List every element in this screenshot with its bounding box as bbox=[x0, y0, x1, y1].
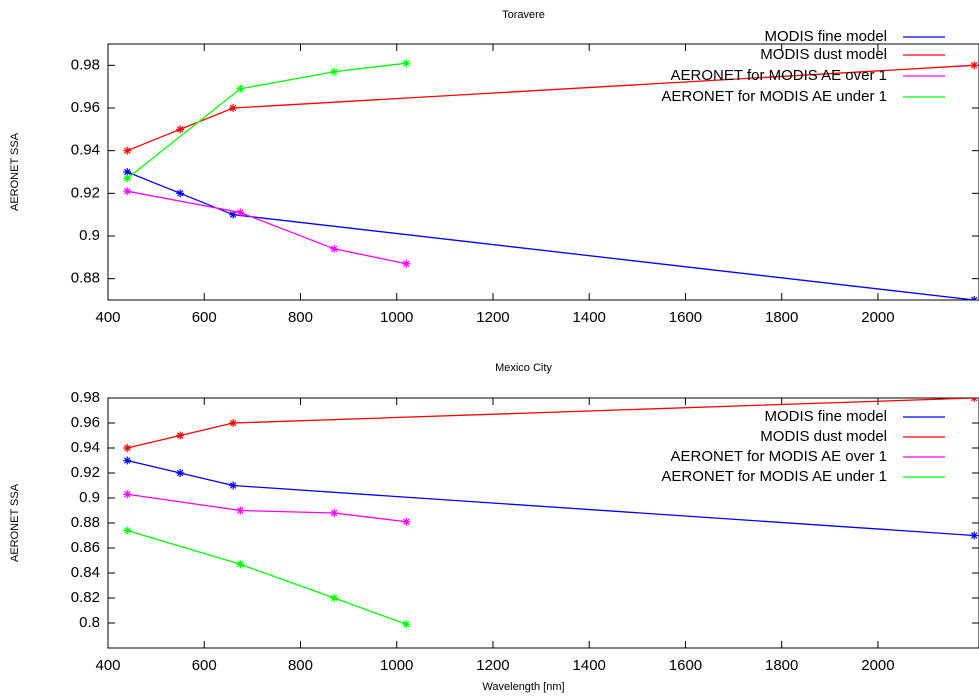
y-tick-label: 0.94 bbox=[71, 439, 100, 456]
x-tick-label: 800 bbox=[288, 657, 313, 674]
x-tick-label: 2000 bbox=[861, 657, 894, 674]
series-line bbox=[127, 171, 975, 300]
point-marker bbox=[123, 168, 132, 176]
y-tick-label: 0.9 bbox=[79, 489, 100, 506]
chart-title: Toravere bbox=[502, 9, 545, 21]
legend-label: AERONET for MODIS AE under 1 bbox=[661, 88, 887, 105]
y-tick-label: 0.84 bbox=[71, 564, 100, 581]
point-marker bbox=[330, 509, 339, 517]
y-tick-label: 0.98 bbox=[71, 389, 100, 406]
point-marker bbox=[123, 444, 132, 452]
legend-label: MODIS dust model bbox=[760, 46, 887, 63]
x-tick-label: 1600 bbox=[669, 657, 702, 674]
point-marker bbox=[176, 189, 185, 198]
point-marker bbox=[330, 594, 339, 602]
series-line bbox=[127, 493, 407, 523]
series-line bbox=[127, 64, 975, 152]
point-marker bbox=[402, 59, 411, 68]
series-line bbox=[127, 398, 975, 449]
legend-label: AERONET for MODIS AE over 1 bbox=[671, 448, 887, 465]
point-marker bbox=[176, 469, 185, 477]
y-tick-label: 0.88 bbox=[71, 270, 100, 287]
x-tick-label: 1400 bbox=[573, 657, 606, 674]
point-marker bbox=[229, 104, 238, 112]
legend-label: MODIS dust model bbox=[760, 428, 887, 445]
x-tick-label: 400 bbox=[95, 657, 120, 674]
point-marker bbox=[236, 84, 245, 93]
point-marker bbox=[229, 481, 238, 490]
y-tick-label: 0.8 bbox=[79, 614, 100, 631]
legend-label: MODIS fine model bbox=[764, 28, 887, 45]
point-marker bbox=[970, 61, 979, 70]
x-tick-label: 1400 bbox=[573, 309, 606, 326]
x-tick-label: 600 bbox=[192, 309, 217, 326]
y-tick-label: 0.88 bbox=[71, 514, 100, 531]
point-marker bbox=[402, 517, 411, 526]
x-tick-label: 1800 bbox=[765, 657, 798, 674]
point-marker bbox=[123, 146, 132, 155]
point-marker bbox=[970, 398, 979, 402]
point-marker bbox=[970, 296, 979, 300]
x-tick-label: 1200 bbox=[476, 657, 509, 674]
y-tick-label: 0.94 bbox=[71, 142, 100, 159]
legend-label: AERONET for MODIS AE under 1 bbox=[661, 468, 887, 485]
series-line bbox=[127, 459, 975, 537]
y-axis-label: AERONET SSA bbox=[9, 483, 21, 562]
point-marker bbox=[229, 210, 238, 219]
y-tick-label: 0.82 bbox=[71, 589, 100, 606]
x-tick-label: 1600 bbox=[669, 309, 702, 326]
x-tick-label: 1800 bbox=[765, 309, 798, 326]
point-marker bbox=[236, 506, 245, 515]
x-tick-label: 600 bbox=[192, 657, 217, 674]
plot-area bbox=[123, 398, 979, 629]
y-tick-label: 0.98 bbox=[71, 56, 100, 73]
point-marker bbox=[176, 431, 185, 440]
series-line bbox=[126, 62, 407, 179]
y-tick-label: 0.92 bbox=[71, 464, 100, 481]
legend-label: AERONET for MODIS AE over 1 bbox=[671, 67, 887, 84]
point-marker bbox=[236, 208, 245, 217]
point-marker bbox=[123, 490, 132, 499]
point-marker bbox=[123, 526, 132, 535]
plot-area bbox=[123, 59, 979, 300]
x-tick-label: 400 bbox=[95, 309, 120, 326]
x-axis-label: Wavelength [nm] bbox=[482, 681, 564, 693]
y-axis-label: AERONET SSA bbox=[9, 132, 21, 211]
point-marker bbox=[330, 67, 339, 76]
point-marker bbox=[402, 259, 411, 268]
plot-frame bbox=[107, 43, 979, 301]
y-tick-label: 0.86 bbox=[71, 539, 100, 556]
y-tick-label: 0.96 bbox=[71, 414, 100, 431]
legend-label: MODIS fine model bbox=[764, 408, 887, 425]
series-line bbox=[127, 190, 407, 265]
y-tick-label: 0.9 bbox=[79, 227, 100, 244]
x-tick-label: 1000 bbox=[380, 309, 413, 326]
y-tick-label: 0.92 bbox=[71, 184, 100, 201]
series-line bbox=[127, 529, 407, 625]
point-marker bbox=[123, 456, 132, 465]
x-tick-label: 2000 bbox=[861, 309, 894, 326]
point-marker bbox=[123, 187, 132, 196]
chart-title: Mexico City bbox=[495, 362, 552, 374]
point-marker bbox=[330, 244, 339, 253]
x-tick-label: 1200 bbox=[476, 309, 509, 326]
y-tick-label: 0.96 bbox=[71, 99, 100, 116]
point-marker bbox=[402, 620, 411, 629]
point-marker bbox=[229, 419, 238, 427]
point-marker bbox=[970, 531, 979, 540]
point-marker bbox=[236, 560, 245, 569]
point-marker bbox=[176, 125, 185, 134]
x-tick-label: 1000 bbox=[380, 657, 413, 674]
point-marker bbox=[123, 174, 132, 183]
x-tick-label: 800 bbox=[288, 309, 313, 326]
